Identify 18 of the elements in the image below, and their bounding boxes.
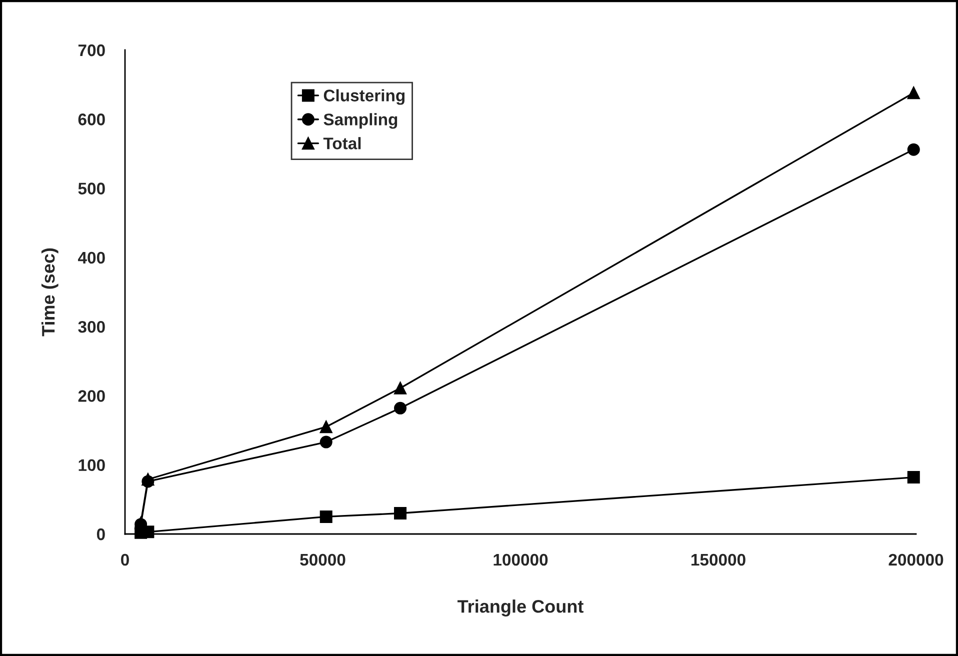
y-tick-label: 300 (78, 320, 105, 333)
y-tick-label: 700 (78, 44, 105, 56)
legend-label: Clustering (324, 89, 404, 105)
y-axis-title: Time (sec) (41, 248, 58, 336)
y-tick-label: 100 (78, 459, 105, 472)
x-tick-label: 100000 (494, 554, 548, 566)
x-tick-label: 0 (121, 554, 129, 566)
y-tick-label: 0 (96, 528, 105, 540)
y-tick-label: 400 (78, 252, 105, 264)
legend-label: Sampling (324, 113, 398, 129)
x-tick-label: 50000 (300, 554, 346, 566)
x-axis-title: Triangle Count (458, 600, 584, 616)
legend-label: Total (323, 137, 361, 150)
x-tick-label: 200000 (888, 554, 944, 566)
y-tick-label: 500 (78, 182, 105, 194)
y-tick-label: 600 (78, 114, 105, 126)
x-tick-label: 150000 (691, 554, 746, 566)
y-tick-label: 200 (78, 390, 105, 402)
